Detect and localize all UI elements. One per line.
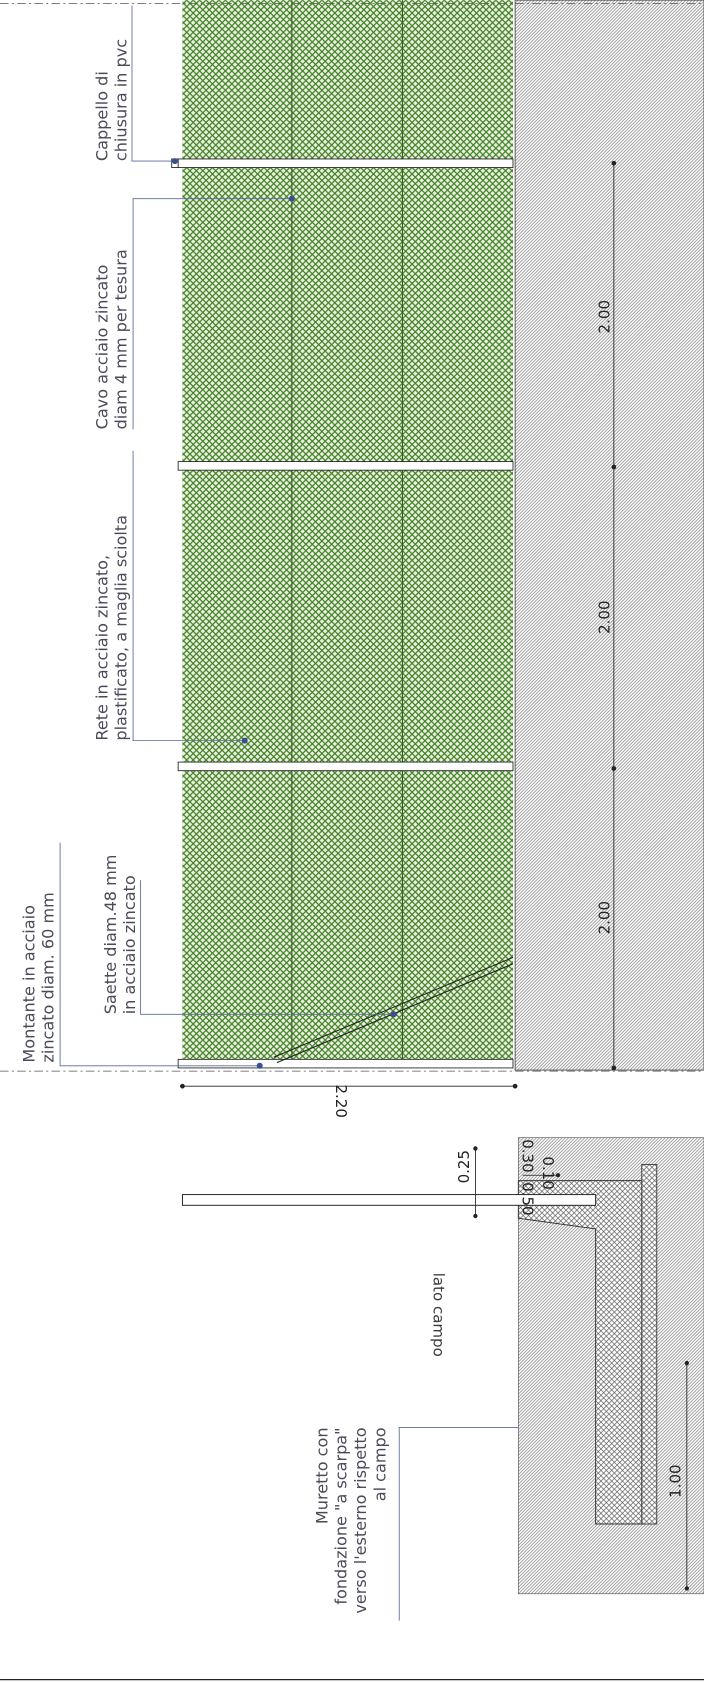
label: Rete in acciaio zincato, <box>92 555 111 741</box>
dim-dot <box>555 1173 561 1178</box>
mesh <box>182 0 513 1066</box>
post <box>177 461 514 471</box>
leader <box>140 880 394 1015</box>
dim-dot <box>512 1083 518 1089</box>
dim-label: 0.50 <box>519 1182 537 1215</box>
dim-label: 2.00 <box>596 901 614 934</box>
dim-dot <box>611 1065 617 1071</box>
brace <box>273 956 514 1058</box>
label: chiusura in pvc <box>112 39 131 161</box>
dim-dot <box>180 1083 185 1089</box>
height-dimension: 2.20 <box>180 1083 518 1118</box>
ground <box>514 0 704 1071</box>
label: verso l'esterno rispetto <box>351 1427 370 1613</box>
leader <box>59 842 260 1067</box>
dim-label: 0.25 <box>455 1150 473 1183</box>
leader-dot <box>288 195 295 202</box>
foundation <box>517 1180 643 1525</box>
dim-dot <box>684 1360 689 1366</box>
label: Cavo acciaio zincato <box>92 265 111 430</box>
label: in acciaio zincato <box>120 875 139 1014</box>
label: zincato diam. 60 mm <box>39 892 58 1062</box>
leader-dot <box>390 1011 397 1018</box>
fence-elevation: 2.00 2.00 2.00 <box>0 0 704 1072</box>
wall-section: lato campo 0.25 0.50 0.30 0.10 1.00 <box>181 1137 704 1595</box>
blinding <box>641 1164 658 1525</box>
label: plastificato, a maglia sciolta <box>112 515 131 741</box>
dim-label: 2.20 <box>332 1084 350 1117</box>
dim-label: 1.00 <box>666 1464 684 1497</box>
callouts: Cappello di chiusura in pvc Cavo acciaio… <box>19 5 621 1621</box>
leader-dot <box>241 737 248 744</box>
leader-dot <box>171 158 178 165</box>
side-note: lato campo <box>430 1273 448 1357</box>
post <box>177 158 514 168</box>
dim-label: 0.10 <box>539 1156 557 1189</box>
label: diam 4 mm per tesura <box>112 249 131 429</box>
dim-label: 2.00 <box>596 600 614 633</box>
label: Montante in acciaio <box>19 905 38 1062</box>
label: fondazione "a scarpa" <box>332 1427 351 1604</box>
post <box>177 1058 514 1069</box>
dim-label: 0.30 <box>519 1139 537 1172</box>
leader <box>132 450 245 742</box>
dim-dot <box>473 1213 478 1219</box>
post <box>177 761 514 772</box>
leader <box>131 5 175 162</box>
dim-dot <box>611 464 617 470</box>
post <box>181 1194 597 1206</box>
dim-dot <box>611 766 617 771</box>
label: Muretto con <box>312 1427 331 1524</box>
leader <box>132 198 292 430</box>
leader-dot <box>256 1062 263 1069</box>
dim-dot <box>473 1146 478 1151</box>
dim-label: 2.00 <box>596 300 614 333</box>
dim-dot <box>611 160 617 166</box>
label: al campo <box>370 1427 389 1501</box>
dim-dot <box>684 1586 689 1591</box>
label: Cappello di <box>92 71 111 161</box>
label: Saette diam.48 mm <box>101 855 120 1015</box>
